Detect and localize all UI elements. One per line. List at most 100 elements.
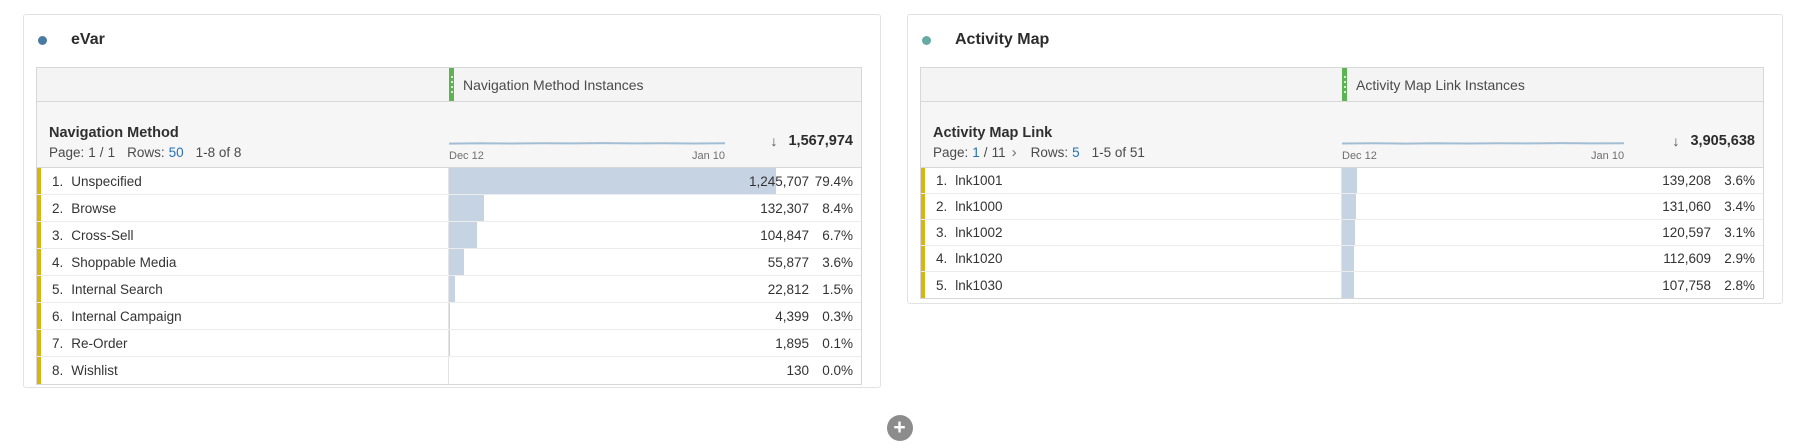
dimension-cell[interactable]: 5. Internal Search bbox=[37, 276, 449, 302]
table-row[interactable]: 2. Browse 132,307 8.4% bbox=[37, 195, 861, 222]
value-bar bbox=[449, 168, 777, 194]
add-panel-button[interactable]: + bbox=[886, 415, 913, 441]
rows-per-page[interactable]: 5 bbox=[1072, 145, 1080, 160]
sort-descending-icon[interactable]: ↓ bbox=[1672, 133, 1680, 149]
row-rank: 8. bbox=[52, 363, 64, 378]
metric-column-header-label: Navigation Method Instances bbox=[463, 76, 644, 93]
dimension-cell[interactable]: 3. lnk1002 bbox=[921, 220, 1342, 245]
metric-cell[interactable]: 1,245,707 79.4% bbox=[449, 168, 861, 194]
row-color-accent bbox=[37, 222, 41, 248]
dimension-column-header bbox=[37, 68, 449, 101]
metric-cell[interactable]: 1,895 0.1% bbox=[449, 330, 861, 356]
dimension-cell[interactable]: 7. Re-Order bbox=[37, 330, 449, 356]
metric-cell[interactable]: 132,307 8.4% bbox=[449, 195, 861, 221]
dimension-cell[interactable]: 2. Browse bbox=[37, 195, 449, 221]
dimension-cell[interactable]: 5. lnk1030 bbox=[921, 272, 1342, 298]
row-metric-percent: 0.1% bbox=[822, 335, 853, 351]
sparkline-start-date: Dec 12 bbox=[449, 150, 484, 162]
column-total: 1,567,974 bbox=[788, 133, 853, 149]
table-row[interactable]: 4. Shoppable Media 55,877 3.6% bbox=[37, 249, 861, 276]
metric-cell[interactable]: 4,399 0.3% bbox=[449, 303, 861, 329]
metric-cell[interactable]: 139,208 3.6% bbox=[1342, 168, 1763, 193]
metric-cell[interactable]: 107,758 2.8% bbox=[1342, 272, 1763, 298]
series-color-dot bbox=[922, 35, 931, 45]
sparkline-end-date: Jan 10 bbox=[1591, 150, 1625, 162]
metric-cell[interactable]: 104,847 6.7% bbox=[449, 222, 861, 248]
table-row[interactable]: 3. Cross-Sell 104,847 6.7% bbox=[37, 222, 861, 249]
panel-title: Activity Map bbox=[955, 31, 1050, 48]
row-dimension-value: lnk1030 bbox=[955, 277, 1003, 293]
row-color-accent bbox=[37, 303, 41, 329]
dimension-cell[interactable]: 1. Unspecified bbox=[37, 168, 449, 194]
metric-cell[interactable]: 120,597 3.1% bbox=[1342, 220, 1763, 245]
metric-cell[interactable]: 131,060 3.4% bbox=[1342, 194, 1763, 219]
rows-label: Rows: bbox=[127, 145, 165, 160]
metric-cell[interactable]: 22,812 1.5% bbox=[449, 276, 861, 302]
row-rank: 1. bbox=[936, 173, 948, 188]
value-bar bbox=[449, 195, 484, 221]
panel-activity-map: Activity Map Activity Map Link Instances… bbox=[907, 14, 1783, 304]
dimension-cell[interactable]: 3. Cross-Sell bbox=[37, 222, 449, 248]
row-metric-value: 112,609 bbox=[1663, 251, 1711, 266]
row-color-accent bbox=[37, 357, 41, 384]
metric-sparkline: Dec 12 Jan 10 bbox=[1342, 137, 1625, 162]
table-row[interactable]: 5. lnk1030 107,758 2.8% bbox=[921, 272, 1763, 298]
row-rank: 2. bbox=[52, 200, 64, 216]
dimension-cell[interactable]: 2. lnk1000 bbox=[921, 194, 1342, 219]
row-metric-value: 132,307 bbox=[760, 200, 809, 216]
sort-descending-icon[interactable]: ↓ bbox=[770, 133, 778, 149]
value-bar bbox=[1342, 194, 1357, 219]
row-color-accent bbox=[921, 272, 925, 298]
table-row[interactable]: 2. lnk1000 131,060 3.4% bbox=[921, 194, 1763, 220]
row-dimension-value: lnk1020 bbox=[955, 251, 1003, 266]
row-dimension-value: Wishlist bbox=[71, 363, 118, 378]
table-row[interactable]: 1. lnk1001 139,208 3.6% bbox=[921, 168, 1763, 194]
dimension-cell[interactable]: 4. lnk1020 bbox=[921, 246, 1342, 271]
value-bar bbox=[1342, 272, 1354, 298]
dimension-cell[interactable]: 6. Internal Campaign bbox=[37, 303, 449, 329]
table-row[interactable]: 3. lnk1002 120,597 3.1% bbox=[921, 220, 1763, 246]
freeform-table: Navigation Method Instances Navigation M… bbox=[36, 67, 862, 385]
current-page[interactable]: 1 bbox=[972, 145, 980, 160]
rows-per-page[interactable]: 50 bbox=[168, 145, 184, 160]
dimension-cell[interactable]: 4. Shoppable Media bbox=[37, 249, 449, 275]
value-bar bbox=[1342, 220, 1356, 245]
row-dimension-value: lnk1001 bbox=[955, 173, 1003, 188]
row-dimension-value: Shoppable Media bbox=[71, 254, 177, 270]
row-dimension-value: lnk1000 bbox=[955, 199, 1003, 214]
page-separator: / bbox=[983, 145, 988, 160]
metric-cell[interactable]: 55,877 3.6% bbox=[449, 249, 861, 275]
column-drag-handle-icon[interactable] bbox=[449, 68, 454, 101]
row-metric-percent: 79.4% bbox=[814, 173, 853, 189]
column-drag-handle-icon[interactable] bbox=[1342, 68, 1347, 101]
metric-cell[interactable]: 112,609 2.9% bbox=[1342, 246, 1763, 271]
dimension-cell[interactable]: 1. lnk1001 bbox=[921, 168, 1342, 193]
value-bar bbox=[1342, 168, 1358, 193]
metric-column-header[interactable]: Navigation Method Instances bbox=[449, 68, 861, 101]
table-row[interactable]: 5. Internal Search 22,812 1.5% bbox=[37, 276, 861, 303]
table-row[interactable]: 7. Re-Order 1,895 0.1% bbox=[37, 330, 861, 357]
dimension-cell[interactable]: 8. Wishlist bbox=[37, 357, 449, 384]
metric-column-header[interactable]: Activity Map Link Instances bbox=[1342, 68, 1763, 101]
row-metric-percent: 3.6% bbox=[1724, 173, 1755, 188]
page-label: Page: bbox=[933, 145, 969, 160]
row-rank: 5. bbox=[52, 281, 64, 297]
next-page-icon[interactable]: › bbox=[1011, 144, 1017, 161]
table-row[interactable]: 1. Unspecified 1,245,707 79.4% bbox=[37, 168, 861, 195]
row-metric-value: 1,895 bbox=[775, 335, 809, 351]
row-color-accent bbox=[37, 249, 41, 275]
table-row[interactable]: 4. lnk1020 112,609 2.9% bbox=[921, 246, 1763, 272]
row-metric-percent: 2.8% bbox=[1724, 277, 1755, 293]
table-row[interactable]: 6. Internal Campaign 4,399 0.3% bbox=[37, 303, 861, 330]
sparkline-end-date: Jan 10 bbox=[692, 150, 726, 162]
row-rank: 6. bbox=[52, 308, 64, 324]
row-metric-value: 4,399 bbox=[775, 308, 809, 324]
row-dimension-value: Internal Search bbox=[71, 281, 163, 297]
current-page: 1 bbox=[88, 145, 96, 160]
row-color-accent bbox=[921, 246, 925, 271]
row-metric-percent: 3.4% bbox=[1724, 199, 1755, 214]
metric-cell[interactable]: 130 0.0% bbox=[449, 357, 861, 384]
row-rank: 2. bbox=[936, 199, 948, 214]
total-pages: 1 bbox=[107, 145, 116, 160]
table-row[interactable]: 8. Wishlist 130 0.0% bbox=[37, 357, 861, 384]
